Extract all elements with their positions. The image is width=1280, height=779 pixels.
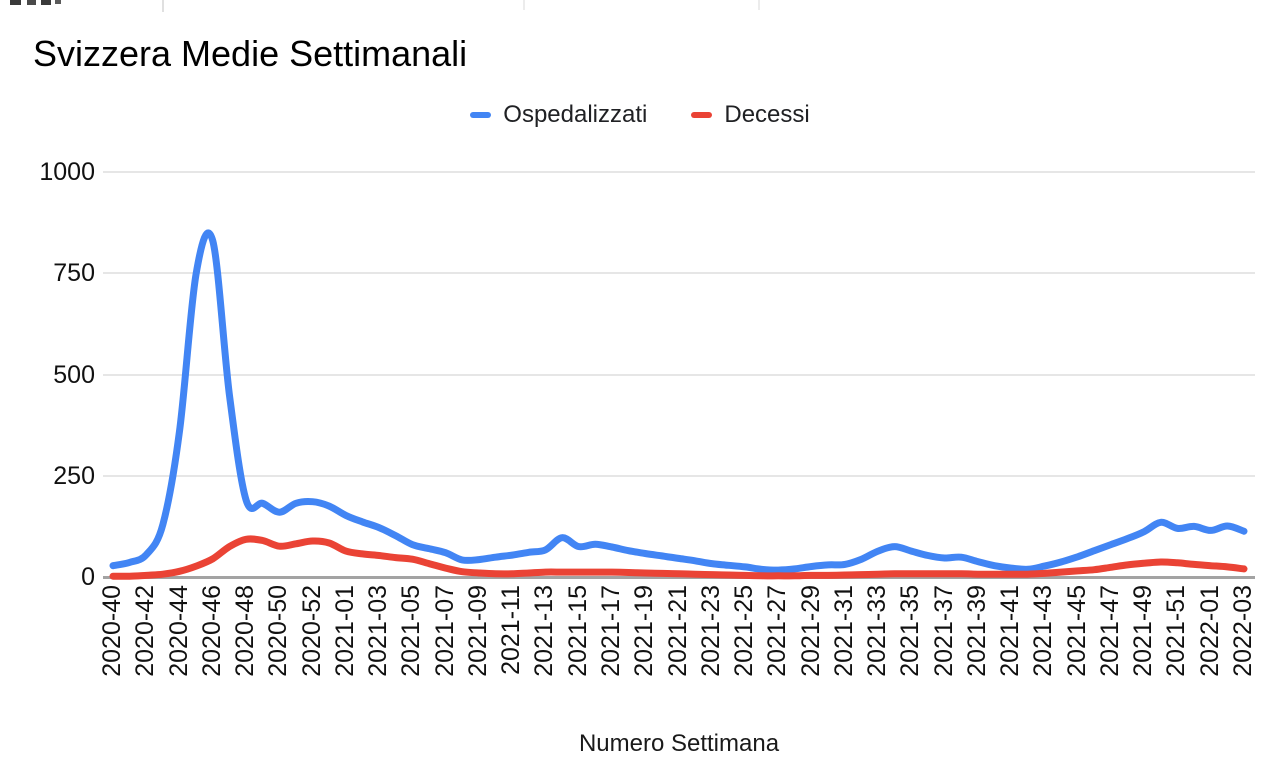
y-tick-label: 750 bbox=[53, 259, 95, 288]
x-tick-label: 2021-37 bbox=[929, 585, 958, 677]
series-line-ospedalizzati bbox=[109, 229, 1248, 574]
x-tick-label: 2021-19 bbox=[630, 585, 659, 677]
top-edge-artifact bbox=[162, 0, 164, 12]
x-tick-label: 2022-01 bbox=[1195, 585, 1224, 677]
x-tick-label: 2020-48 bbox=[231, 585, 260, 677]
top-edge-artifact bbox=[55, 0, 61, 4]
x-tick-label: 2022-03 bbox=[1229, 585, 1257, 677]
x-tick-label: 2021-09 bbox=[463, 585, 492, 677]
x-tick-label: 2021-39 bbox=[962, 585, 991, 677]
x-tick-label: 2021-51 bbox=[1162, 585, 1191, 677]
x-tick-label: 2021-05 bbox=[397, 585, 426, 677]
x-tick-label: 2020-42 bbox=[131, 585, 160, 677]
x-tick-label: 2021-49 bbox=[1129, 585, 1158, 677]
x-tick-label: 2020-46 bbox=[197, 585, 226, 677]
gridline bbox=[103, 373, 1255, 376]
x-tick-label: 2021-33 bbox=[863, 585, 892, 677]
x-tick-label: 2021-21 bbox=[663, 585, 692, 677]
x-axis-line bbox=[103, 576, 1255, 579]
y-tick-label: 250 bbox=[53, 461, 95, 490]
y-tick-label: 1000 bbox=[39, 158, 95, 186]
top-edge-artifact bbox=[27, 0, 36, 5]
x-tick-label: 2021-13 bbox=[530, 585, 559, 677]
x-tick-label: 2020-50 bbox=[264, 585, 293, 677]
x-tick-label: 2020-40 bbox=[98, 585, 126, 677]
x-tick-label: 2021-11 bbox=[497, 585, 526, 675]
x-tick-label: 2021-03 bbox=[364, 585, 393, 677]
x-tick-label: 2020-44 bbox=[164, 585, 193, 677]
x-tick-label: 2021-25 bbox=[730, 585, 759, 677]
top-edge-artifact bbox=[523, 0, 525, 10]
legend-dash-blue-icon bbox=[470, 112, 492, 118]
series-line-decessi bbox=[109, 535, 1248, 580]
x-tick-label: 2021-45 bbox=[1062, 585, 1091, 677]
x-tick-label: 2021-35 bbox=[896, 585, 925, 677]
x-tick-label: 2021-47 bbox=[1095, 585, 1124, 677]
top-edge-artifact bbox=[41, 0, 51, 5]
gridline bbox=[103, 171, 1255, 173]
gridline bbox=[103, 474, 1255, 477]
legend-item-ospedalizzati[interactable]: Ospedalizzati bbox=[470, 101, 647, 129]
x-tick-label: 2021-01 bbox=[330, 585, 359, 677]
x-tick-label: 2021-15 bbox=[563, 585, 592, 677]
x-tick-label: 2021-41 bbox=[996, 585, 1025, 677]
y-tick-label: 500 bbox=[53, 360, 95, 389]
legend-label-ospedalizzati: Ospedalizzati bbox=[503, 101, 648, 128]
x-tick-label: 2021-31 bbox=[829, 585, 858, 677]
legend-label-decessi: Decessi bbox=[724, 101, 810, 128]
legend-dash-red-icon bbox=[691, 112, 713, 118]
x-tick-label: 2021-29 bbox=[796, 585, 825, 677]
top-edge-artifact bbox=[758, 0, 760, 10]
chart-title: Svizzera Medie Settimanali bbox=[33, 33, 468, 74]
top-edge-artifact bbox=[10, 0, 21, 5]
x-tick-label: 2021-43 bbox=[1029, 585, 1058, 677]
x-tick-label: 2020-52 bbox=[297, 585, 326, 677]
y-tick-label: 0 bbox=[81, 563, 95, 591]
gridline bbox=[103, 272, 1255, 275]
x-tick-label: 2021-23 bbox=[696, 585, 725, 677]
legend-item-decessi[interactable]: Decessi bbox=[691, 101, 810, 129]
legend: Ospedalizzati Decessi bbox=[0, 101, 1280, 129]
x-tick-label: 2021-27 bbox=[763, 585, 792, 677]
x-axis-title: Numero Settimana bbox=[578, 730, 780, 757]
x-tick-label: 2021-17 bbox=[596, 585, 625, 677]
x-tick-label: 2021-07 bbox=[430, 585, 459, 677]
